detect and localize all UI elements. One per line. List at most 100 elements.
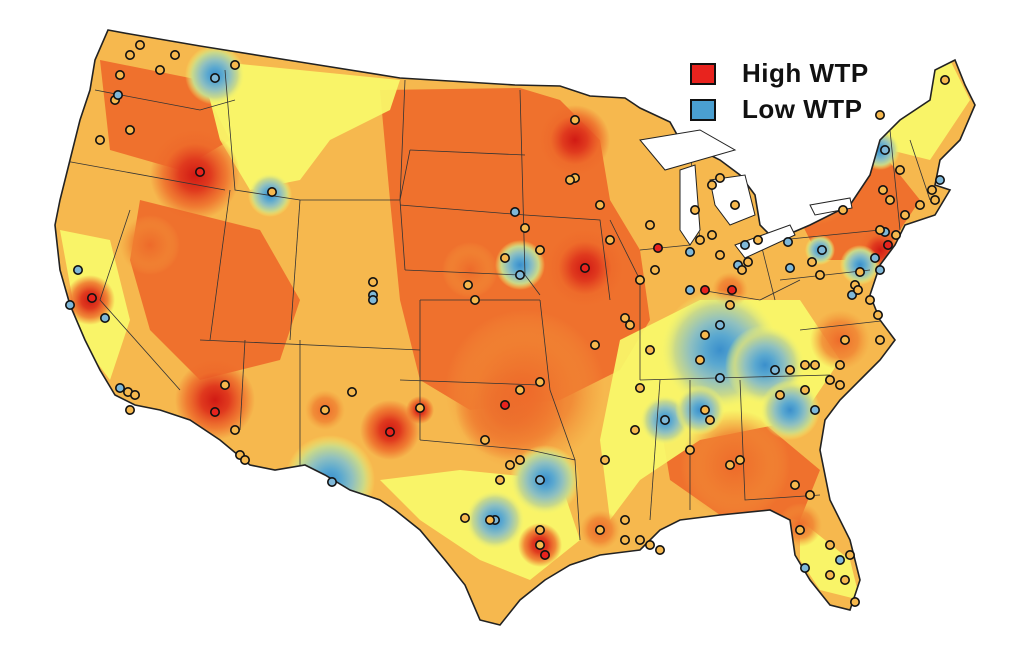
great-lakes bbox=[639, 129, 853, 259]
site-marker bbox=[934, 175, 945, 186]
site-marker bbox=[706, 230, 717, 241]
hotspot bbox=[445, 310, 605, 470]
site-marker bbox=[484, 514, 495, 525]
site-marker bbox=[724, 459, 735, 470]
site-marker bbox=[534, 524, 545, 535]
site-marker bbox=[534, 474, 545, 485]
site-marker bbox=[834, 359, 845, 370]
site-marker bbox=[195, 167, 206, 178]
site-marker bbox=[939, 75, 950, 86]
site-marker bbox=[230, 59, 241, 70]
site-marker bbox=[824, 539, 835, 550]
state-border-line bbox=[409, 149, 526, 156]
site-marker bbox=[619, 534, 630, 545]
site-marker bbox=[649, 264, 660, 275]
site-marker bbox=[882, 240, 893, 251]
site-marker bbox=[724, 299, 735, 310]
hotspot bbox=[778, 503, 822, 547]
lake-michigan bbox=[679, 164, 701, 246]
site-marker bbox=[809, 359, 820, 370]
site-marker bbox=[789, 479, 800, 490]
site-marker bbox=[699, 329, 710, 340]
site-marker bbox=[579, 262, 590, 273]
site-marker bbox=[634, 382, 645, 393]
high-wtp-label: High WTP bbox=[742, 58, 869, 88]
coldspot bbox=[510, 445, 580, 515]
site-marker bbox=[644, 539, 655, 550]
state-border-line bbox=[799, 319, 891, 331]
legend-low: Low WTP bbox=[690, 94, 862, 125]
site-marker bbox=[599, 454, 610, 465]
site-marker bbox=[874, 110, 885, 121]
site-marker bbox=[699, 284, 710, 295]
site-marker bbox=[266, 187, 277, 198]
site-marker bbox=[534, 376, 545, 387]
hotspot bbox=[680, 410, 790, 520]
site-marker bbox=[240, 454, 251, 465]
site-marker bbox=[714, 319, 725, 330]
state-border-line bbox=[779, 229, 881, 241]
state-border-line bbox=[94, 89, 236, 111]
surface-band bbox=[200, 60, 400, 190]
site-marker bbox=[874, 334, 885, 345]
site-marker bbox=[514, 384, 525, 395]
site-marker bbox=[809, 404, 820, 415]
site-marker bbox=[774, 389, 785, 400]
site-marker bbox=[125, 404, 136, 415]
site-marker bbox=[130, 389, 141, 400]
coldspot bbox=[760, 380, 820, 440]
site-marker bbox=[726, 284, 737, 295]
site-marker bbox=[864, 294, 875, 305]
site-marker bbox=[736, 264, 747, 275]
low-wtp-swatch bbox=[690, 98, 716, 121]
site-marker bbox=[100, 312, 111, 323]
site-marker bbox=[839, 574, 850, 585]
site-marker bbox=[624, 319, 635, 330]
site-marker bbox=[659, 414, 670, 425]
hotspot bbox=[442, 242, 498, 298]
state-border-line bbox=[639, 374, 831, 381]
state-border-line bbox=[399, 379, 541, 386]
site-marker bbox=[504, 459, 515, 470]
site-marker bbox=[115, 70, 126, 81]
high-wtp-swatch bbox=[690, 62, 716, 85]
state-border-line bbox=[399, 204, 526, 216]
site-marker bbox=[854, 266, 865, 277]
site-marker bbox=[87, 292, 98, 303]
site-marker bbox=[814, 269, 825, 280]
site-marker bbox=[367, 294, 378, 305]
site-marker bbox=[73, 264, 84, 275]
site-marker bbox=[384, 426, 395, 437]
site-marker bbox=[877, 185, 888, 196]
site-marker bbox=[125, 125, 136, 136]
hotspot bbox=[540, 105, 610, 175]
site-marker bbox=[689, 205, 700, 216]
state-border-line bbox=[519, 89, 541, 296]
state-border-line bbox=[524, 214, 611, 301]
coldspot bbox=[840, 245, 880, 285]
state-border-line bbox=[399, 79, 406, 271]
site-marker bbox=[874, 264, 885, 275]
site-marker bbox=[729, 200, 740, 211]
site-marker bbox=[210, 406, 221, 417]
site-marker bbox=[794, 524, 805, 535]
site-marker bbox=[799, 359, 810, 370]
site-marker bbox=[926, 185, 937, 196]
site-marker bbox=[884, 195, 895, 206]
site-marker bbox=[824, 374, 835, 385]
state-border-line bbox=[909, 139, 931, 201]
site-marker bbox=[894, 165, 905, 176]
lake-ontario bbox=[809, 197, 853, 216]
site-marker bbox=[706, 180, 717, 191]
site-marker bbox=[619, 514, 630, 525]
site-marker bbox=[806, 256, 817, 267]
site-marker bbox=[684, 444, 695, 455]
site-marker bbox=[170, 49, 181, 60]
state-border-line bbox=[224, 69, 301, 201]
site-marker bbox=[852, 284, 863, 295]
site-marker bbox=[874, 225, 885, 236]
coldspot bbox=[495, 240, 545, 290]
state-border-line bbox=[699, 279, 801, 301]
site-marker bbox=[694, 354, 705, 365]
site-marker bbox=[326, 476, 337, 487]
